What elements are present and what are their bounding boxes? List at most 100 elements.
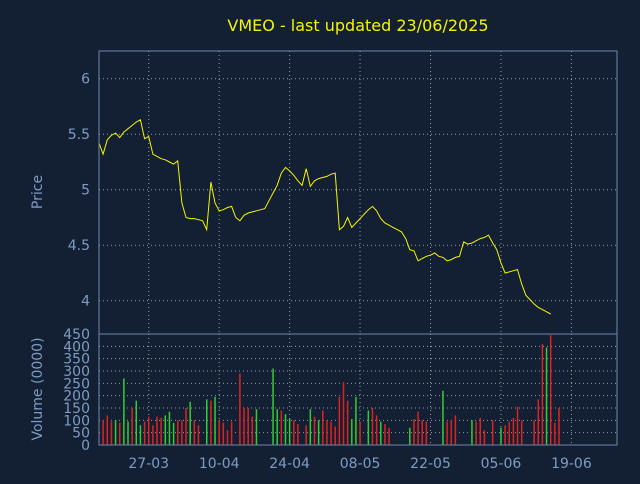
volume-bar [172, 422, 175, 445]
price-axis-label: Price [30, 175, 46, 209]
volume-bar [359, 421, 361, 445]
volume-tick-label: 0 [81, 438, 90, 454]
volume-bar [205, 399, 208, 445]
volume-tick-label: 350 [63, 352, 90, 368]
volume-bar [313, 416, 316, 445]
volume-bar [475, 421, 477, 445]
volume-bar [305, 425, 307, 445]
price-tick-label: 5 [81, 183, 90, 199]
volume-bar [185, 408, 187, 445]
date-tick-label: 19-06 [551, 456, 592, 472]
volume-bar [322, 410, 324, 445]
volume-bar [338, 396, 341, 445]
volume-bar [118, 422, 121, 445]
volume-bar [288, 419, 291, 445]
volume-bar [508, 421, 511, 445]
volume-bar [123, 378, 125, 445]
volume-bar [181, 420, 183, 445]
volume-bar [450, 420, 452, 445]
volume-bar [384, 424, 386, 445]
date-tick-label: 10-04 [199, 456, 240, 472]
volume-bar [239, 373, 241, 445]
volume-bar [152, 425, 154, 445]
volume-tick-label: 250 [63, 376, 90, 392]
volume-bar [326, 420, 328, 445]
volume-bar [251, 416, 254, 445]
volume-bar [284, 414, 287, 445]
volume-bar [549, 335, 552, 445]
volume-bar [355, 396, 357, 445]
volume-tick-label: 50 [72, 426, 90, 442]
volume-bar [276, 409, 278, 445]
volume-bar [371, 408, 374, 445]
volume-bar [222, 422, 225, 445]
volume-bar [127, 421, 129, 445]
volume-bar [168, 411, 171, 445]
volume-bar [417, 411, 419, 445]
date-x-ticks: 27-03 10-04 24-04 08-05 22-05 05-06 19-06 [128, 456, 591, 472]
volume-bar [558, 408, 560, 445]
volume-panel-frame [98, 333, 618, 446]
price-tick-label: 4 [81, 294, 90, 310]
volume-bar [147, 416, 150, 445]
volume-bar [114, 420, 117, 445]
volume-bar [516, 406, 519, 445]
volume-bar [297, 424, 299, 445]
volume-bar [500, 427, 502, 445]
volume-bar [106, 415, 109, 445]
volume-bar [317, 420, 320, 445]
volume-bar [247, 408, 249, 445]
volume-bar [164, 415, 167, 445]
price-tick-label: 5.5 [68, 127, 90, 143]
volume-bar [409, 427, 411, 445]
volume-tick-label: 450 [63, 327, 90, 343]
volume-bar [346, 400, 349, 445]
volume-bar [483, 430, 486, 445]
date-tick-label: 05-06 [481, 456, 522, 472]
date-tick-label: 24-04 [269, 456, 310, 472]
volume-bar [491, 420, 494, 445]
volume-bar [388, 427, 390, 445]
volume-bar [193, 420, 196, 445]
volume-bar [330, 421, 332, 445]
volume-tick-label: 100 [63, 413, 90, 429]
price-tick-label: 6 [81, 72, 90, 88]
volume-bar [243, 408, 245, 445]
date-tick-label: 08-05 [340, 456, 381, 472]
volume-bar [102, 420, 104, 445]
volume-bar [189, 401, 191, 445]
volume-bar [110, 421, 113, 445]
price-tick-label: 4.5 [68, 238, 90, 254]
volume-bar [214, 396, 216, 445]
volume-bar [156, 416, 158, 445]
volume-bar [280, 410, 283, 445]
volume-tick-label: 200 [63, 389, 90, 405]
volume-bar [210, 400, 212, 445]
volume-bar [309, 409, 312, 445]
volume-bar [446, 421, 448, 445]
volume-bar [351, 419, 353, 445]
date-tick-label: 27-03 [128, 456, 169, 472]
volume-bar [504, 425, 506, 445]
volume-bar [425, 421, 428, 445]
volume-bar [554, 422, 556, 445]
volume-tick-label: 400 [63, 339, 90, 355]
volume-bar [139, 425, 142, 445]
volume-bar [541, 343, 544, 445]
volume-bar [226, 430, 229, 445]
volume-bar [471, 420, 473, 445]
volume-bar [230, 421, 233, 445]
volume-bar [533, 420, 535, 445]
price-line-layer [98, 119, 551, 315]
volume-bar [512, 417, 515, 445]
volume-bar [218, 420, 220, 445]
volume-bar [367, 410, 370, 445]
volume-bar [479, 417, 481, 445]
volume-bar [421, 420, 423, 445]
volume-bar [380, 421, 382, 445]
volume-bar [545, 347, 548, 445]
volume-bar [342, 382, 345, 445]
